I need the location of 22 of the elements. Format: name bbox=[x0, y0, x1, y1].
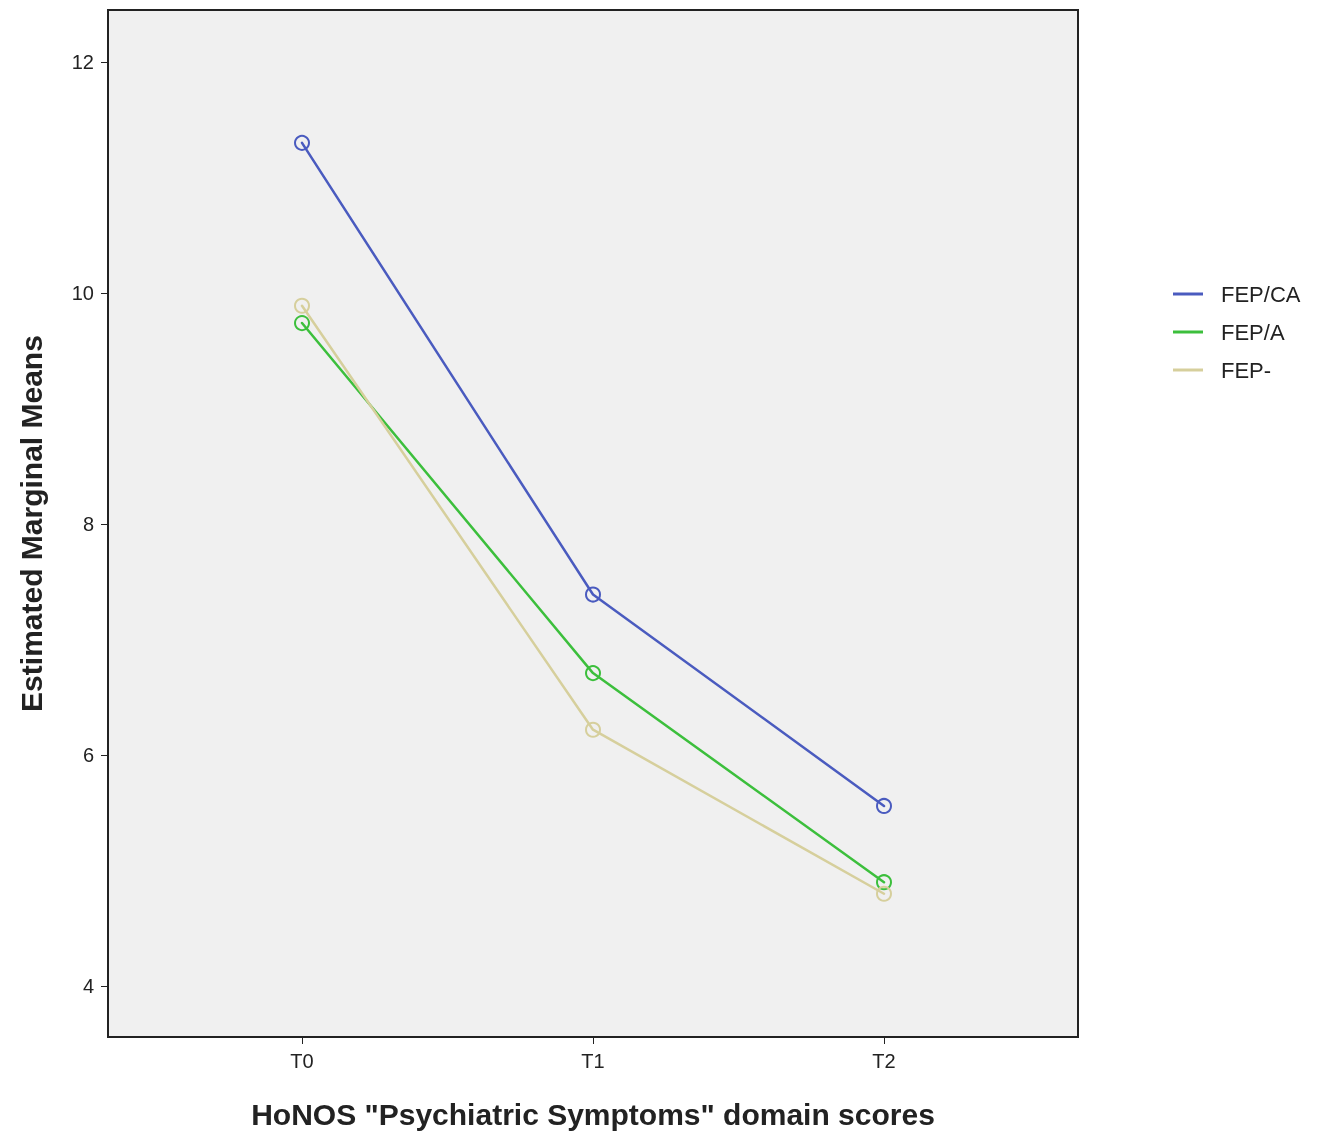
x-axis-title: HoNOS "Psychiatric Symptoms" domain scores bbox=[251, 1097, 935, 1131]
point bbox=[294, 297, 310, 314]
point bbox=[876, 885, 892, 902]
legend-label: FEP- bbox=[1221, 357, 1272, 383]
legend-label: FEP/A bbox=[1221, 319, 1285, 345]
y-axis-title: Estimated Marginal Means bbox=[14, 335, 48, 712]
y-tick-label: 6 bbox=[82, 744, 94, 767]
point bbox=[585, 721, 601, 738]
x-tick-label: T0 bbox=[290, 1050, 314, 1072]
y-tick-label: 12 bbox=[71, 50, 94, 73]
point bbox=[876, 797, 892, 814]
y-tick-label: 4 bbox=[82, 975, 94, 998]
point bbox=[294, 134, 310, 151]
point bbox=[585, 586, 601, 603]
point bbox=[876, 874, 892, 891]
point bbox=[585, 665, 601, 682]
y-tick-label: 10 bbox=[71, 282, 94, 305]
x-tick-label: T2 bbox=[872, 1050, 896, 1072]
legend-label: FEP/CA bbox=[1221, 281, 1301, 307]
x-tick-label: T1 bbox=[581, 1050, 605, 1072]
y-tick-label: 8 bbox=[82, 513, 94, 536]
point bbox=[294, 315, 310, 332]
